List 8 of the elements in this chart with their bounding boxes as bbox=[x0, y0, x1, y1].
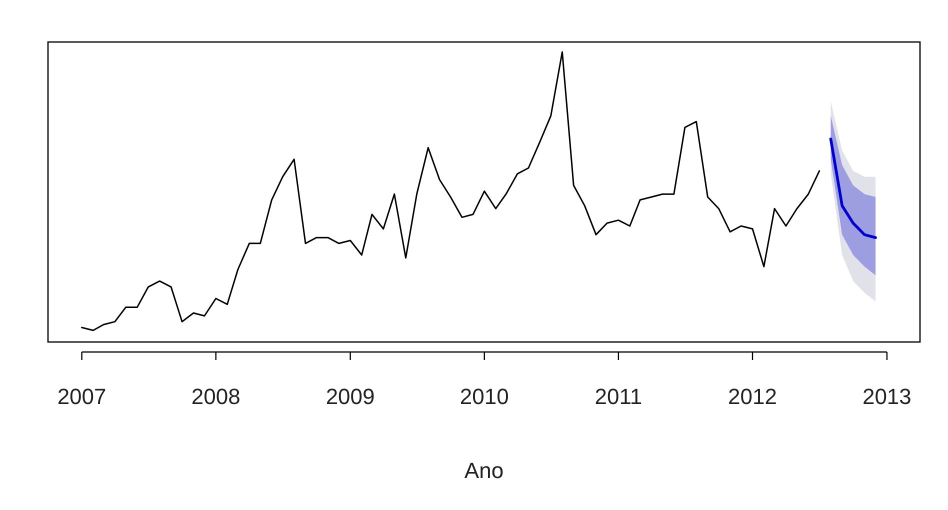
x-tick-label: 2008 bbox=[191, 384, 240, 409]
x-tick-label: 2009 bbox=[326, 384, 375, 409]
x-tick-label: 2013 bbox=[862, 384, 912, 409]
x-tick-label: 2012 bbox=[728, 384, 777, 409]
x-tick-label: 2011 bbox=[594, 384, 642, 409]
x-tick-label: 2010 bbox=[460, 384, 509, 409]
x-axis-title: Ano bbox=[464, 458, 504, 483]
x-tick-label: 2007 bbox=[57, 384, 106, 409]
